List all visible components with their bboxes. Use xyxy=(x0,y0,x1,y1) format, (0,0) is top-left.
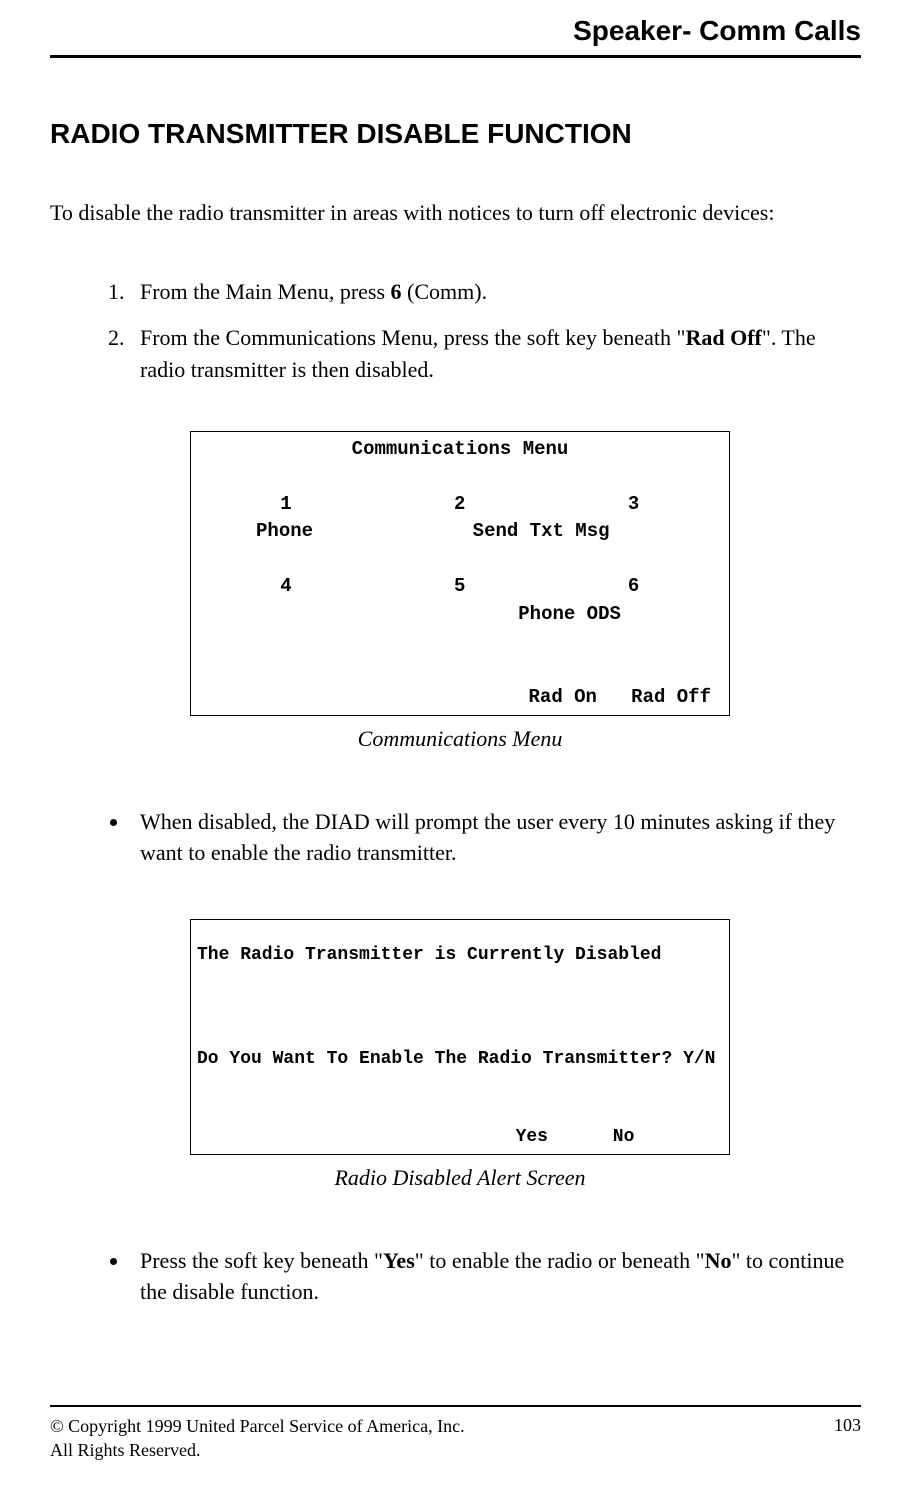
label-phone-ods: Phone ODS xyxy=(518,603,621,625)
step-1-text-a: From the Main Menu, press xyxy=(140,279,391,304)
step-1-key: 6 xyxy=(391,279,402,304)
blank-line-3 xyxy=(199,629,721,657)
row-123: 1 2 3 xyxy=(199,491,721,519)
b2b: Yes xyxy=(383,1248,415,1273)
intro-paragraph: To disable the radio transmitter in area… xyxy=(50,200,861,226)
b2d: No xyxy=(705,1248,732,1273)
bullet-list-1: When disabled, the DIAD will prompt the … xyxy=(130,807,861,869)
softkey-rad-on: Rad On xyxy=(529,686,597,708)
communications-menu-screen: Communications Menu 1 2 3 Phone Send Txt… xyxy=(190,431,730,716)
label-phone: Phone xyxy=(256,520,313,542)
alert-line-2: Do You Want To Enable The Radio Transmit… xyxy=(197,1046,723,1072)
bullet-disabled-prompt: When disabled, the DIAD will prompt the … xyxy=(130,807,861,869)
radio-disabled-alert-screen: The Radio Transmitter is Currently Disab… xyxy=(190,919,730,1156)
footer-rule xyxy=(50,1405,861,1407)
blank-line xyxy=(199,463,721,491)
softkey-rad-off: Rad Off xyxy=(631,686,711,708)
blank-b xyxy=(197,994,723,1020)
blank-line-4 xyxy=(199,656,721,684)
num-4: 4 xyxy=(199,573,373,601)
copyright-line: © Copyright 1999 United Parcel Service o… xyxy=(50,1415,465,1438)
blank-c xyxy=(197,1020,723,1046)
b2c: " to enable the radio or beneath " xyxy=(415,1248,705,1273)
softkey-row: Rad On Rad Off xyxy=(199,684,721,712)
page-number: 103 xyxy=(834,1415,861,1436)
header-rule xyxy=(50,55,861,58)
num-3: 3 xyxy=(547,491,721,519)
step-2-key: Rad Off xyxy=(685,325,761,350)
step-1-text-c: (Comm). xyxy=(402,279,488,304)
step-2: From the Communications Menu, press the … xyxy=(130,322,861,386)
row-labels-2: Phone ODS xyxy=(199,601,721,629)
num-1: 1 xyxy=(199,491,373,519)
num-5: 5 xyxy=(373,573,547,601)
blank-a xyxy=(197,968,723,994)
alert-line-1: The Radio Transmitter is Currently Disab… xyxy=(197,942,723,968)
softkey-yes: Yes xyxy=(516,1127,548,1147)
bullet-list-2: Press the soft key beneath "Yes" to enab… xyxy=(130,1246,861,1308)
bullet-yes-no: Press the soft key beneath "Yes" to enab… xyxy=(130,1246,861,1308)
alert-softkeys: Yes No xyxy=(197,1124,723,1150)
row-456: 4 5 6 xyxy=(199,573,721,601)
b2a: Press the soft key beneath " xyxy=(140,1248,383,1273)
steps-list: From the Main Menu, press 6 (Comm). From… xyxy=(130,276,861,386)
num-2: 2 xyxy=(373,491,547,519)
blank-d xyxy=(197,1072,723,1098)
step-2-text-a: From the Communications Menu, press the … xyxy=(140,325,685,350)
section-heading: RADIO TRANSMITTER DISABLE FUNCTION xyxy=(50,118,861,150)
page-header-title: Speaker- Comm Calls xyxy=(50,0,861,55)
row-labels-1: Phone Send Txt Msg xyxy=(199,518,721,546)
blank-line-2 xyxy=(199,546,721,574)
footer-left: © Copyright 1999 United Parcel Service o… xyxy=(50,1415,465,1462)
softkey-no: No xyxy=(613,1127,635,1147)
menu1-caption: Communications Menu xyxy=(190,726,730,752)
num-6: 6 xyxy=(547,573,721,601)
rights-line: All Rights Reserved. xyxy=(50,1439,465,1462)
label-send-txt: Send Txt Msg xyxy=(473,520,610,542)
menu2-caption: Radio Disabled Alert Screen xyxy=(190,1165,730,1191)
blank-e xyxy=(197,1098,723,1124)
page-footer: © Copyright 1999 United Parcel Service o… xyxy=(50,1405,861,1462)
menu-title: Communications Menu xyxy=(199,436,721,464)
step-1: From the Main Menu, press 6 (Comm). xyxy=(130,276,861,308)
